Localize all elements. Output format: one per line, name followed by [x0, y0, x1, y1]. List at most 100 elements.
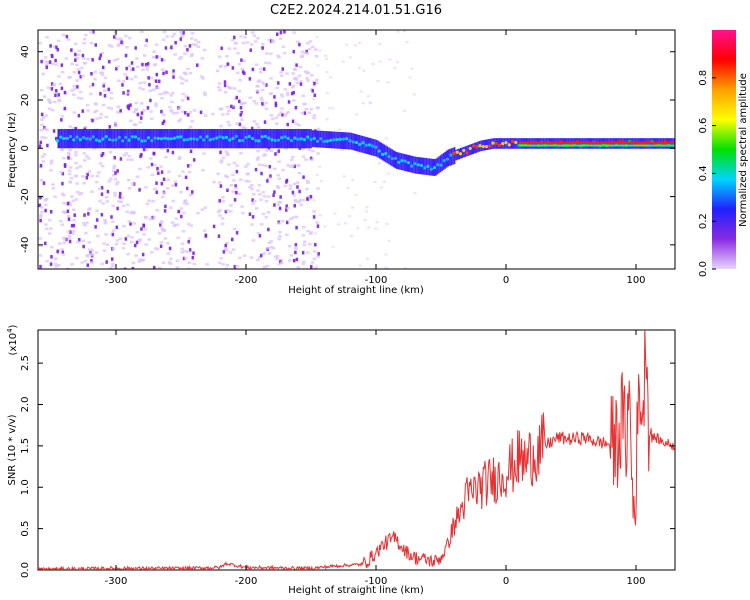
- noise-speck: [351, 206, 355, 209]
- noise-speck: [100, 212, 104, 217]
- noise-speck: [170, 100, 174, 104]
- noise-speck: [254, 63, 259, 67]
- ridge-band: [74, 128, 77, 149]
- noise-speck: [196, 63, 199, 67]
- noise-speck: [201, 77, 205, 80]
- ridge-band: [132, 128, 134, 149]
- noise-speck: [294, 215, 299, 219]
- noise-speck: [313, 93, 317, 98]
- noise-speck: [143, 44, 148, 47]
- noise-speck: [160, 227, 164, 230]
- snr-frame: [37, 329, 676, 571]
- noise-speck: [144, 243, 148, 246]
- noise-speck: [116, 44, 121, 48]
- ridge-band: [99, 128, 102, 149]
- noise-speck: [356, 227, 360, 230]
- ridge-peak: [182, 138, 186, 142]
- noise-speck: [255, 158, 260, 161]
- noise-speck: [184, 111, 187, 115]
- ridge-band: [151, 128, 153, 149]
- noise-speck: [240, 205, 244, 208]
- noise-speck: [227, 123, 232, 127]
- ridge-peak: [133, 135, 138, 139]
- noise-speck: [257, 183, 262, 187]
- ridge-peak: [322, 139, 326, 144]
- noise-speck: [225, 264, 230, 267]
- noise-speck: [285, 93, 290, 97]
- noise-speck: [239, 102, 244, 106]
- noise-speck: [301, 198, 305, 202]
- noise-speck: [159, 241, 164, 244]
- noise-speck: [138, 121, 143, 124]
- noise-speck: [187, 261, 192, 264]
- ridge-band: [386, 146, 389, 164]
- noise-speck: [123, 34, 128, 38]
- noise-speck: [118, 37, 122, 40]
- noise-speck: [229, 210, 233, 213]
- noise-speck: [267, 252, 272, 255]
- noise-speck: [52, 129, 56, 133]
- noise-speck: [323, 225, 327, 228]
- noise-speck: [43, 136, 48, 140]
- ridge-peak: [85, 137, 89, 141]
- noise-speck: [269, 174, 272, 178]
- noise-speck: [387, 239, 391, 242]
- noise-speck: [264, 164, 268, 168]
- noise-speck: [152, 56, 156, 59]
- noise-speck: [85, 176, 89, 180]
- noise-speck: [90, 190, 94, 193]
- ridge-band: [93, 128, 95, 149]
- noise-speck: [39, 264, 42, 269]
- noise-speck: [310, 73, 314, 77]
- noise-speck: [97, 187, 102, 191]
- ridge-peak: [413, 162, 417, 166]
- ridge-band: [155, 128, 158, 149]
- noise-speck: [126, 203, 130, 207]
- ridge-band: [141, 128, 144, 149]
- noise-speck: [125, 46, 129, 49]
- noise-speck: [271, 117, 275, 121]
- noise-speck: [54, 93, 57, 98]
- noise-speck: [155, 247, 160, 251]
- noise-speck: [163, 209, 167, 213]
- noise-speck: [266, 179, 269, 183]
- ridge-peak: [267, 136, 271, 140]
- ridge-peak: [478, 144, 482, 148]
- ridge-band: [461, 147, 464, 159]
- ridge-band: [467, 145, 470, 156]
- noise-speck: [113, 124, 118, 127]
- noise-speck: [312, 210, 316, 213]
- ridge-band: [140, 128, 142, 149]
- ridge-peak: [491, 141, 495, 145]
- colorbar-gradient: [712, 30, 736, 269]
- ridge-band: [233, 128, 236, 149]
- noise-speck: [58, 219, 63, 223]
- noise-speck: [298, 42, 301, 47]
- noise-speck: [39, 163, 43, 168]
- noise-speck: [292, 31, 296, 34]
- noise-speck: [167, 261, 172, 264]
- noise-speck: [106, 106, 111, 109]
- noise-speck: [102, 84, 105, 88]
- noise-speck: [98, 116, 103, 120]
- noise-speck: [225, 112, 230, 116]
- noise-speck: [219, 150, 222, 155]
- colorbar-tick-label: 0.0: [698, 261, 709, 277]
- noise-speck: [49, 209, 53, 214]
- noise-speck: [190, 32, 195, 35]
- noise-speck: [341, 60, 345, 63]
- noise-speck: [86, 263, 90, 267]
- noise-speck: [111, 232, 115, 237]
- noise-speck: [142, 233, 146, 236]
- noise-speck: [298, 189, 301, 194]
- noise-speck: [133, 243, 137, 248]
- noise-speck: [367, 95, 371, 98]
- noise-speck: [90, 71, 93, 76]
- noise-speck: [191, 190, 194, 194]
- noise-speck: [76, 53, 81, 57]
- ridge-band: [410, 155, 412, 173]
- noise-speck: [316, 127, 321, 131]
- ridge-band: [285, 128, 287, 149]
- ridge-peak: [429, 167, 433, 171]
- noise-speck: [286, 122, 289, 127]
